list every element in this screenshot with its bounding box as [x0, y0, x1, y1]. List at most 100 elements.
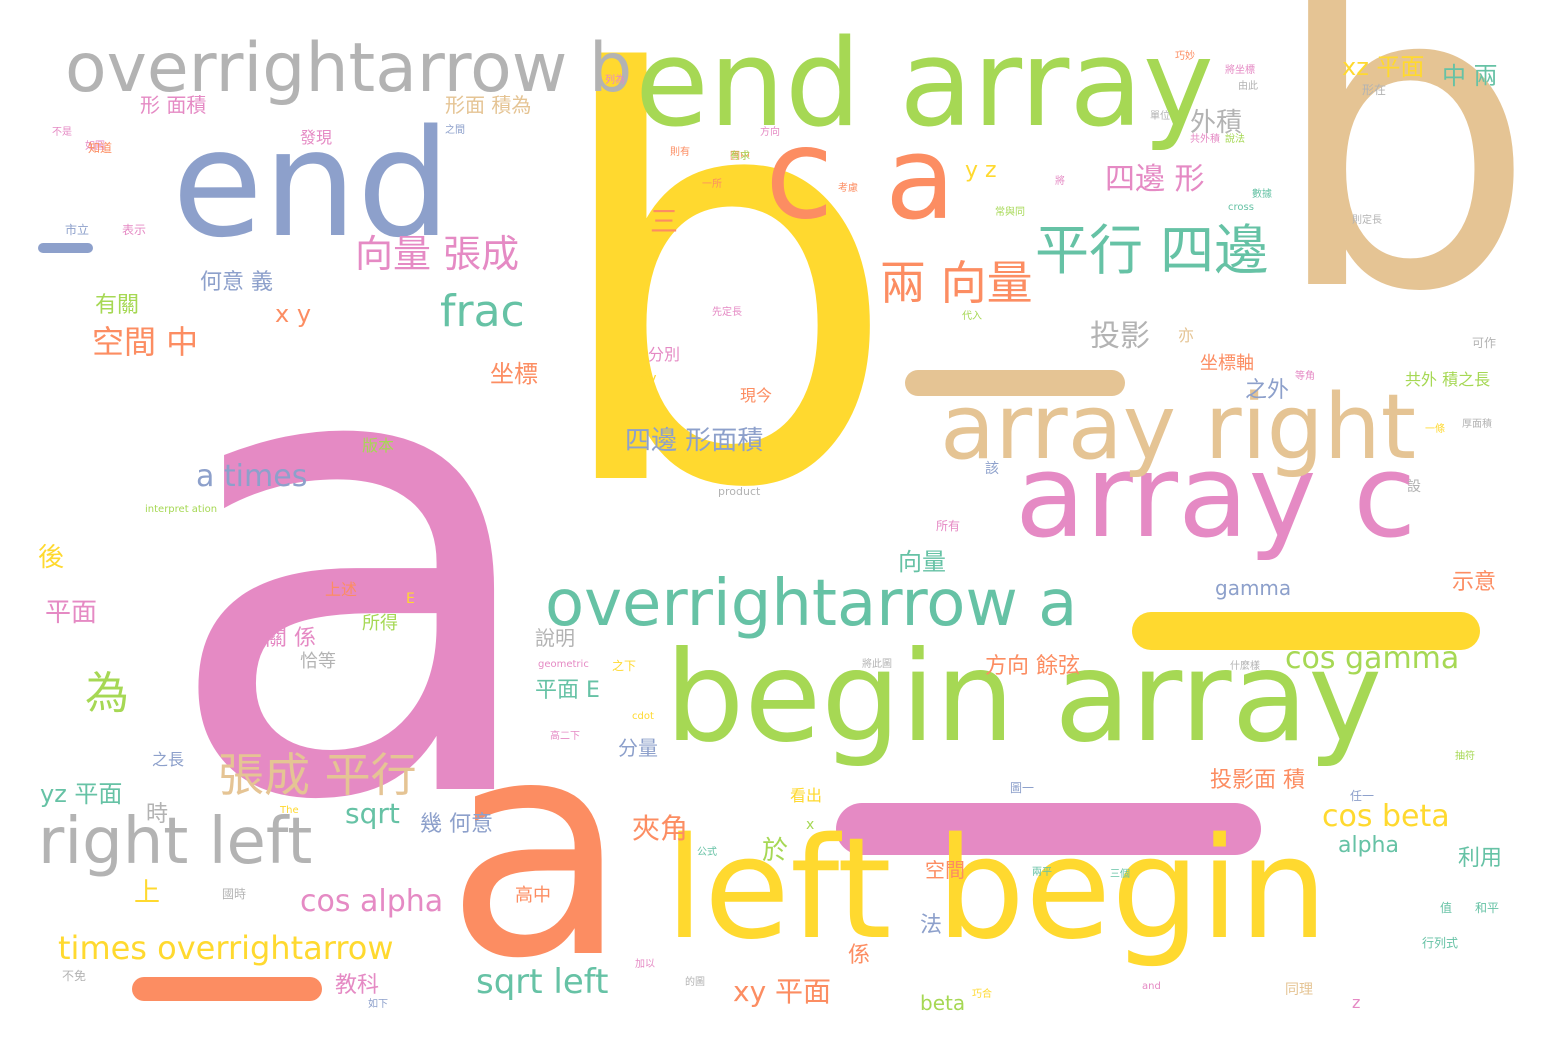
cloud-word: 法 [920, 913, 943, 938]
cloud-word: cos gamma [1285, 641, 1460, 676]
cloud-word: 方向 [760, 127, 780, 138]
cloud-word: 中 兩 [1442, 62, 1498, 90]
cloud-word: 形在 [1362, 83, 1387, 97]
cloud-word: 向量 張成 [355, 232, 520, 276]
cloud-word: 平面 E [535, 678, 600, 703]
cloud-word: 三個 [1110, 869, 1130, 880]
cloud-word: 同理 [1285, 982, 1313, 998]
cloud-word: 設 [1407, 479, 1421, 495]
cloud-word: overrightarrow a [545, 567, 1078, 641]
cloud-word: yz 平面 [40, 780, 123, 808]
cloud-word: alpha [1338, 833, 1399, 858]
cloud-word: The [280, 805, 299, 816]
cloud-word: 所得 [362, 613, 398, 634]
cloud-word: cross [1228, 202, 1254, 213]
cloud-word: 形 面積 [140, 93, 207, 117]
cloud-word: 共外積 [1190, 134, 1220, 145]
cloud-word: 行列式 [1422, 936, 1459, 950]
cloud-word: 等角 [1295, 371, 1315, 382]
cloud-word: 抽符 [1455, 751, 1475, 762]
cloud-word: end [172, 98, 451, 270]
cloud-word: 兩平 [1032, 867, 1052, 878]
cloud-word: end array [635, 15, 1214, 154]
cloud-word: 四邊 形 [1105, 162, 1205, 197]
underscore-bar [1132, 612, 1480, 650]
cloud-word: 說法 [1225, 134, 1245, 145]
cloud-word: 不是 [52, 127, 72, 138]
cloud-word: beta [920, 991, 966, 1015]
cloud-word: y z [965, 158, 997, 183]
cloud-word: 平面 [45, 598, 98, 628]
cloud-word: 方向 餘弦 [985, 654, 1080, 679]
cloud-word: a [445, 675, 629, 1024]
cloud-word: 外積 [1190, 108, 1243, 138]
cloud-word: 之間 [445, 125, 465, 136]
cloud-word: xy 平面 [733, 975, 832, 1008]
cloud-word: 於 [762, 836, 789, 866]
cloud-word: 則有 [670, 147, 690, 158]
cloud-word: gamma [1215, 576, 1292, 600]
cloud-word: sqrt left [476, 962, 609, 1002]
cloud-word: 所有 [936, 519, 961, 533]
cloud-word: 該 [985, 461, 999, 477]
cloud-word: 看出 [790, 786, 823, 805]
cloud-word: 加以 [635, 959, 655, 970]
cloud-word: b [1270, 0, 1537, 384]
cloud-word: 利用 [1458, 846, 1503, 871]
cloud-word: 的圖 [685, 977, 705, 988]
cloud-word: 列為 [605, 75, 625, 86]
cloud-word: 平行 四邊 [1035, 219, 1269, 282]
cloud-word: a [160, 195, 553, 940]
cloud-word: 關 係 [265, 626, 316, 651]
cloud-word: 將此圖 [862, 659, 892, 670]
cloud-word: 市立 [65, 223, 90, 237]
cloud-word: 示意 [1452, 570, 1497, 595]
cloud-word: 表示 [122, 223, 147, 237]
cloud-word: 考慮 [838, 183, 858, 194]
cloud-word: 之外 [1245, 378, 1290, 403]
cloud-word: 亦 [1178, 326, 1195, 345]
cloud-word: 投影面 積 [1210, 768, 1305, 793]
underscore-bar [905, 370, 1125, 396]
cloud-word: 一所 [702, 179, 722, 190]
cloud-word: 任一 [1350, 789, 1375, 803]
cloud-word: 什麼樣 [1230, 661, 1260, 672]
cloud-word: 幾 何意 [420, 812, 493, 837]
cloud-word: interpret ation [145, 504, 218, 515]
cloud-word: 不免 [62, 969, 87, 983]
cloud-word: cos beta [1322, 799, 1450, 834]
cloud-word: 常與同 [995, 207, 1025, 218]
cloud-word: 單位 [1150, 111, 1170, 122]
cloud-word: 兩 向量 [880, 256, 1033, 310]
cloud-word: 數據 [1252, 189, 1272, 200]
cloud-word: 為 [85, 668, 129, 719]
cloud-word: 教科 [335, 973, 380, 998]
cloud-word: begin array [665, 625, 1383, 770]
cloud-word: cdot [632, 711, 654, 722]
cloud-word: 夾角 [632, 812, 689, 845]
cloud-word: xz 平面 [1342, 53, 1425, 81]
cloud-word: a times [196, 459, 308, 494]
cloud-word: 空間 中 [92, 323, 199, 361]
underscore-bar [132, 977, 322, 1001]
cloud-word: left begin [665, 808, 1328, 971]
cloud-word: 巧妙 [1175, 51, 1195, 62]
cloud-word: 版本 [362, 436, 395, 455]
cloud-word: 說明 [535, 626, 575, 650]
cloud-word: a [885, 112, 956, 246]
cloud-word: x y [275, 300, 312, 328]
cloud-word: 發現 [300, 128, 333, 147]
cloud-word: 形面 積為 [445, 93, 532, 117]
cloud-word: cos alpha [300, 884, 444, 919]
cloud-word: product [718, 485, 761, 498]
cloud-word: 現今 [740, 386, 773, 405]
underscore-bar [836, 803, 1261, 855]
cloud-word: 時 [146, 802, 169, 827]
cloud-word: 有關 [95, 293, 140, 318]
cloud-word: 圖一 [1010, 781, 1035, 795]
cloud-word: 如圖 [85, 141, 105, 152]
cloud-word: 三 [650, 205, 679, 238]
cloud-word: and [1142, 981, 1161, 992]
cloud-word: overrightarrow b [65, 29, 633, 108]
